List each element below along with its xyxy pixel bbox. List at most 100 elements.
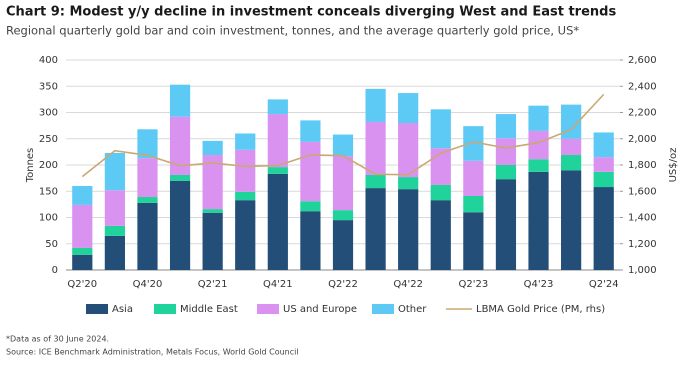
bar-segment xyxy=(365,121,386,175)
y2-tick-label: 1,600 xyxy=(628,186,657,197)
bar-segment xyxy=(202,212,223,270)
y-tick-label: 0 xyxy=(52,265,58,276)
bar-segment xyxy=(267,114,288,168)
bar-segment xyxy=(398,189,419,270)
y2-tick-label: 1,400 xyxy=(628,213,657,224)
y2-tick-label: 2,000 xyxy=(628,134,657,145)
y2-tick-label: 2,200 xyxy=(628,108,657,119)
bar-segment xyxy=(561,155,582,171)
legend-swatch xyxy=(257,304,279,314)
y-tick-label: 300 xyxy=(39,108,58,119)
y2-tick-label: 2,600 xyxy=(628,55,657,66)
bar-segment xyxy=(528,171,549,270)
x-tick-label: Q2'22 xyxy=(328,279,358,290)
bar-segment xyxy=(137,197,158,203)
bar-segment xyxy=(72,254,93,270)
bar-segment xyxy=(332,210,354,221)
bar-segment xyxy=(169,174,191,181)
bar-segment xyxy=(235,133,256,150)
bar-segment xyxy=(72,247,93,255)
bar-segment xyxy=(561,170,582,270)
y2-tick-label: 1,200 xyxy=(628,239,657,250)
bar-segment xyxy=(235,200,256,270)
x-tick-label: Q2'21 xyxy=(198,279,228,290)
y-tick-label: 350 xyxy=(39,81,58,92)
x-tick-label: Q2'24 xyxy=(589,279,619,290)
legend-label: Asia xyxy=(112,304,133,315)
bar-segment xyxy=(398,177,419,190)
bar-segment xyxy=(104,190,125,226)
bar-segment xyxy=(72,204,93,248)
bar-segment xyxy=(235,149,256,192)
bar-segment xyxy=(202,155,223,210)
bar-segment xyxy=(332,156,354,211)
bar-segment xyxy=(267,99,288,115)
bar-segment xyxy=(169,84,191,117)
bar-segment xyxy=(430,184,451,201)
x-tick-label: Q4'21 xyxy=(263,279,293,290)
bar-segment xyxy=(300,141,321,202)
bar-segment xyxy=(300,201,321,212)
legend-label: LBMA Gold Price (PM, rhs) xyxy=(476,304,605,315)
bar-segment xyxy=(137,158,158,198)
legend-swatch xyxy=(154,304,176,314)
bar-segment xyxy=(202,209,223,213)
y2-tick-label: 1,000 xyxy=(628,265,657,276)
bar-segment xyxy=(593,187,614,270)
y-tick-label: 100 xyxy=(39,213,58,224)
bar-segment xyxy=(430,200,451,270)
x-tick-label: Q2'23 xyxy=(458,279,488,290)
bar-segment xyxy=(463,212,484,270)
bar-segment xyxy=(332,220,354,270)
bar-segment xyxy=(398,123,419,178)
legend-label: Other xyxy=(398,304,427,315)
y2-tick-label: 1,800 xyxy=(628,160,657,171)
bar-segment xyxy=(137,129,158,159)
bar-segment xyxy=(593,157,614,172)
bar-segment xyxy=(300,120,321,142)
y-tick-label: 400 xyxy=(39,55,58,66)
chart-title: Chart 9: Modest y/y decline in investmen… xyxy=(6,5,616,20)
bar-segment xyxy=(267,167,288,174)
x-tick-label: Q2'20 xyxy=(67,279,97,290)
legend-label: US and Europe xyxy=(283,304,357,315)
bar-segment xyxy=(300,211,321,270)
bar-segment xyxy=(495,138,517,165)
footnote: *Data as of 30 June 2024. xyxy=(6,335,109,344)
x-tick-label: Q4'23 xyxy=(524,279,554,290)
bar-segment xyxy=(528,159,549,172)
bar-segment xyxy=(561,138,582,156)
bar-segment xyxy=(332,134,354,157)
y-axis-title: Tonnes xyxy=(25,148,36,184)
bar-segment xyxy=(169,180,191,270)
bar-segment xyxy=(365,88,386,122)
bar-segment xyxy=(593,171,614,188)
y2-tick-label: 2,400 xyxy=(628,81,657,92)
bar-segment xyxy=(104,225,125,236)
bar-segment xyxy=(561,104,582,139)
legend-swatch xyxy=(86,304,108,314)
legend-label: Middle East xyxy=(180,304,238,315)
bar-segment xyxy=(430,109,451,149)
y-tick-label: 200 xyxy=(39,160,58,171)
bar-segment xyxy=(463,126,484,161)
y-tick-label: 250 xyxy=(39,134,58,145)
bar-segment xyxy=(267,173,288,270)
bar-segment xyxy=(104,152,125,191)
y-tick-label: 50 xyxy=(45,239,58,250)
bar-segment xyxy=(463,195,484,213)
chart-subtitle: Regional quarterly gold bar and coin inv… xyxy=(6,24,579,38)
bar-segment xyxy=(137,202,158,270)
bar-segment xyxy=(398,93,419,123)
x-tick-label: Q4'20 xyxy=(133,279,163,290)
bar-segment xyxy=(169,116,191,175)
bar-segment xyxy=(495,114,517,139)
price-line xyxy=(81,93,605,178)
bar-segment xyxy=(104,235,125,270)
bar-segment xyxy=(528,130,549,160)
y2-axis-title: US$/oz xyxy=(668,148,679,183)
bar-segment xyxy=(365,188,386,270)
bar-segment xyxy=(495,165,517,180)
bar-segment xyxy=(72,186,93,205)
